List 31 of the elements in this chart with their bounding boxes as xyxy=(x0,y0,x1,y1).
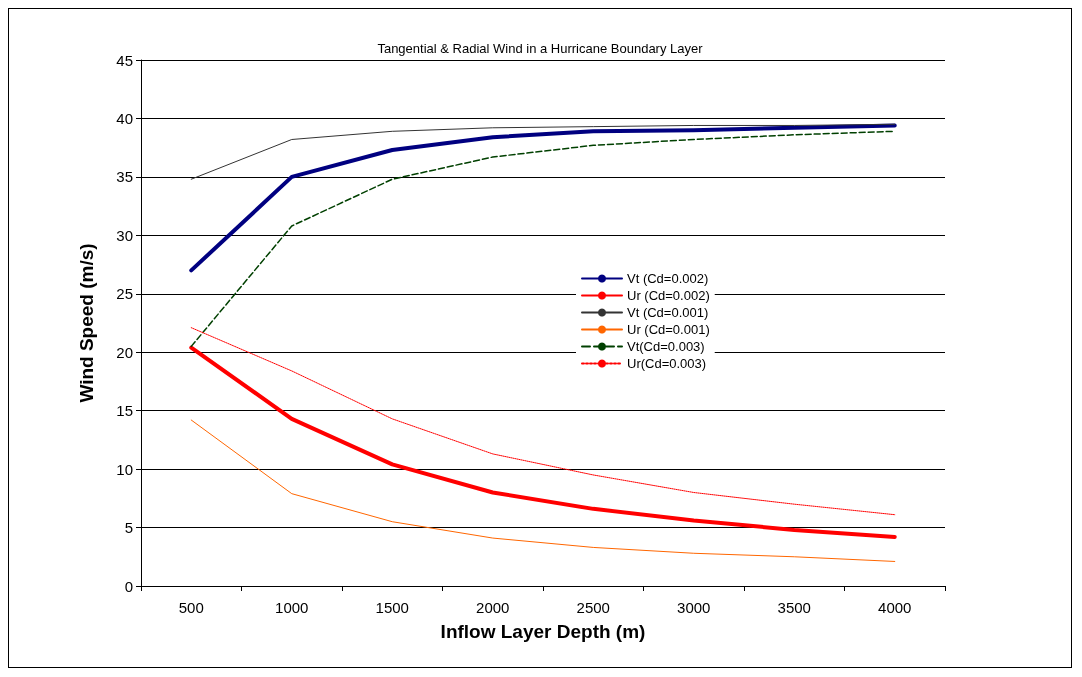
x-tick-label: 2000 xyxy=(476,599,510,616)
x-tick-label: 2500 xyxy=(576,599,610,616)
y-tick-label: 40 xyxy=(116,109,133,127)
y-tick-label: 30 xyxy=(116,226,133,244)
x-tick-label: 3000 xyxy=(677,599,711,616)
x-tick-label: 500 xyxy=(178,599,204,616)
line-series xyxy=(189,123,897,273)
legend-label: Vt(Cd=0.003) xyxy=(627,339,705,354)
legend-label: Vt (Cd=0.002) xyxy=(627,271,709,286)
x-tick-label: 4000 xyxy=(878,599,912,616)
y-tick-label: 25 xyxy=(116,285,133,303)
x-tick-label: 3500 xyxy=(777,599,811,616)
x-tick-label: 1000 xyxy=(275,599,309,616)
legend-label: Ur (Cd=0.002) xyxy=(627,288,710,303)
line-series xyxy=(190,327,896,516)
chart-title: Tangential & Radial Wind in a Hurricane Boundary Layer xyxy=(377,41,704,56)
y-tick-label: 5 xyxy=(124,519,133,537)
y-tick-label: 20 xyxy=(116,343,133,361)
legend-label: Ur (Cd=0.001) xyxy=(627,322,710,337)
y-tick-label: 10 xyxy=(116,460,133,478)
x-tick-label: 1500 xyxy=(375,599,409,616)
line-series xyxy=(190,419,896,562)
legend-label: Vt (Cd=0.001) xyxy=(627,305,709,320)
y-axis-title: Wind Speed (m/s) xyxy=(76,243,97,403)
x-axis-title: Inflow Layer Depth (m) xyxy=(440,621,646,642)
line-series xyxy=(190,123,896,180)
y-tick-label: 35 xyxy=(116,168,133,186)
legend-label: Ur(Cd=0.003) xyxy=(627,356,707,371)
y-tick-label: 45 xyxy=(116,51,133,69)
y-tick-label: 0 xyxy=(124,577,133,595)
y-tick-label: 15 xyxy=(116,402,133,420)
